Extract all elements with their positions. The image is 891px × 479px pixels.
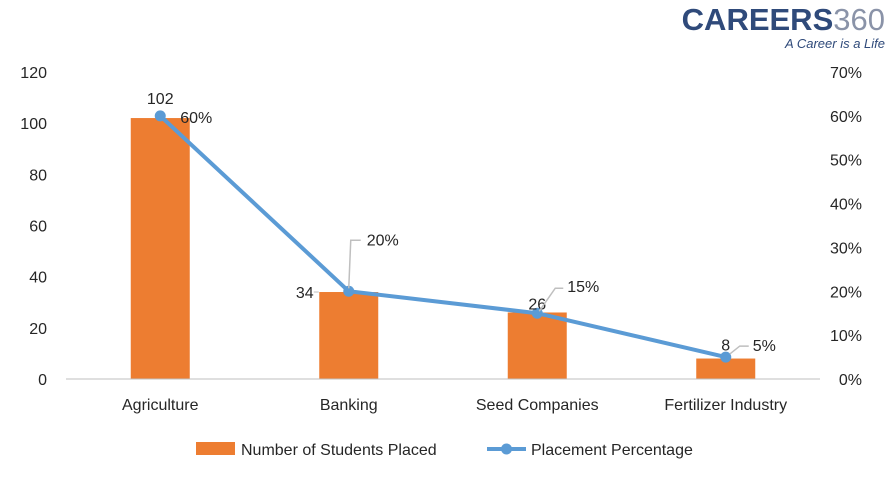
bar — [319, 292, 379, 379]
category-label: Seed Companies — [476, 397, 599, 414]
bar-value-label: 8 — [721, 338, 730, 355]
bar-value-label: 34 — [296, 285, 314, 302]
legend-label-line: Placement Percentage — [531, 442, 693, 459]
bar-value-label: 102 — [147, 91, 174, 108]
category-label: Fertilizer Industry — [664, 397, 787, 414]
right-tick-label: 20% — [830, 284, 862, 301]
line-point — [343, 285, 355, 297]
right-tick-label: 10% — [830, 328, 862, 345]
right-axis-ticks: 0% 10% 20% 30% 40% 50% 60% 70% — [830, 65, 862, 389]
line-value-label: 20% — [367, 232, 399, 249]
left-tick-label: 60 — [29, 219, 47, 236]
legend-label-bar: Number of Students Placed — [241, 442, 437, 459]
brand-name: CAREERS — [681, 2, 834, 37]
left-tick-label: 20 — [29, 321, 47, 338]
bar-series — [130, 118, 756, 380]
left-tick-label: 40 — [29, 270, 47, 287]
line-label-leader — [729, 345, 749, 355]
category-labels: Agriculture Banking Seed Companies Fertiliz… — [122, 397, 787, 414]
left-tick-label: 100 — [20, 116, 47, 133]
left-axis-ticks: 0 20 40 60 80 100 120 — [20, 65, 47, 389]
bar — [696, 358, 756, 379]
brand-tagline: A Career is a Life — [785, 36, 885, 51]
line-value-label: 60% — [180, 110, 212, 127]
line-label-leader — [538, 287, 564, 312]
left-tick-label: 120 — [20, 65, 47, 82]
line-value-label: 15% — [567, 279, 599, 296]
bar — [507, 312, 567, 379]
line-label-leader — [348, 239, 361, 289]
line-point — [720, 351, 732, 363]
category-label: Agriculture — [122, 397, 199, 414]
bar-value-label: 26 — [528, 296, 546, 313]
category-label: Banking — [320, 397, 378, 414]
legend-bar-swatch — [196, 442, 235, 455]
right-tick-label: 30% — [830, 240, 862, 257]
right-tick-label: 40% — [830, 197, 862, 214]
left-tick-label: 0 — [38, 372, 47, 389]
legend-line-marker — [501, 443, 512, 455]
line-point — [154, 110, 166, 122]
series-line — [158, 113, 728, 360]
right-tick-label: 60% — [830, 109, 862, 126]
left-tick-label: 80 — [29, 167, 47, 184]
line-value-label: 5% — [753, 338, 776, 355]
legend: Number of Students Placed Placement Perce… — [196, 442, 693, 459]
brand-wordmark: CAREERS360 — [682, 4, 885, 36]
brand-number: 360 — [833, 2, 885, 37]
bar — [130, 118, 190, 380]
right-tick-label: 0% — [839, 372, 862, 389]
right-tick-label: 70% — [830, 65, 862, 82]
data-labels: 102 34 26 8 60% 20% 15% 5% — [147, 91, 776, 355]
line-series — [154, 110, 732, 363]
right-tick-label: 50% — [830, 153, 862, 170]
brand-logo: CAREERS360 A Career is a Life — [682, 4, 885, 52]
